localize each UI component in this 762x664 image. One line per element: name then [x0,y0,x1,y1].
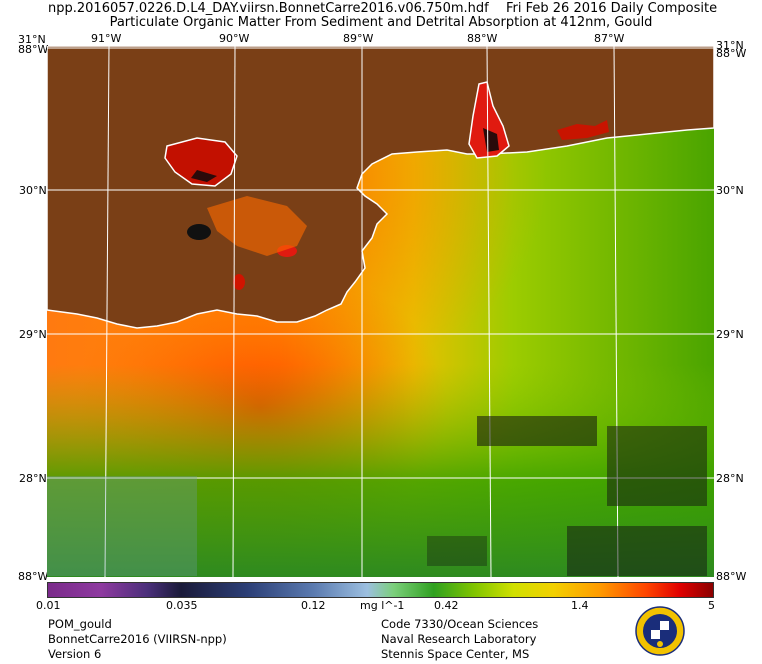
lat-tick-left-31n: 31°N [18,33,46,46]
colorbar-label-3: 0.42 [434,599,459,612]
land-mass [47,46,714,329]
lon-tick-88w: 88°W [467,32,498,45]
lat-tick-left-28n: 28°N [19,472,47,485]
date-label: Fri Feb 26 2016 Daily Composite [506,1,718,16]
footer-code: Code 7330/Ocean Sciences [381,617,539,631]
lon-tick-87w: 87°W [594,32,625,45]
colorbar-label-4: 1.4 [571,599,589,612]
lat-tick-left-29n: 29°N [19,328,47,341]
no-data-speckle [47,416,707,576]
lat-tick-right-30n: 30°N [716,184,744,197]
corner-label-bottom-right: 88°W [716,570,747,583]
file-name: npp.2016057.0226.D.L4_DAY.viirsn.BonnetC… [48,1,489,16]
lon-tick-90w: 90°W [219,32,250,45]
ocean-color-map [47,46,714,577]
colorbar-label-2: 0.12 [301,599,326,612]
lat-tick-right-29n: 29°N [716,328,744,341]
colorbar-label-5: 5 [708,599,715,612]
footer-region: BonnetCarre2016 (VIIRSN-npp) [48,632,227,646]
colorbar-unit: mg l^-1 [360,599,405,612]
lon-tick-89w: 89°W [343,32,374,45]
lon-tick-91w: 91°W [91,32,122,45]
mobile-bay [468,81,510,159]
footer-product: POM_gould [48,617,112,631]
colorbar [47,582,714,598]
footer-version: Version 6 [48,647,102,661]
corner-label-bottom-left: 88°W [18,570,49,583]
corner-label-top-left: 88°W [18,43,49,56]
lat-tick-left-30n: 30°N [19,184,47,197]
nrl-seal-icon [635,606,685,656]
product-title: Particulate Organic Matter From Sediment… [109,15,653,30]
corner-label-top-right: 88°W [716,47,747,60]
colorbar-label-0: 0.01 [36,599,61,612]
lat-tick-right-28n: 28°N [716,472,744,485]
colorbar-label-1: 0.035 [166,599,198,612]
footer-lab: Naval Research Laboratory [381,632,537,646]
lat-tick-right-31n: 31°N [716,39,744,52]
lake-pontchartrain [164,137,238,187]
footer-location: Stennis Space Center, MS [381,647,530,661]
